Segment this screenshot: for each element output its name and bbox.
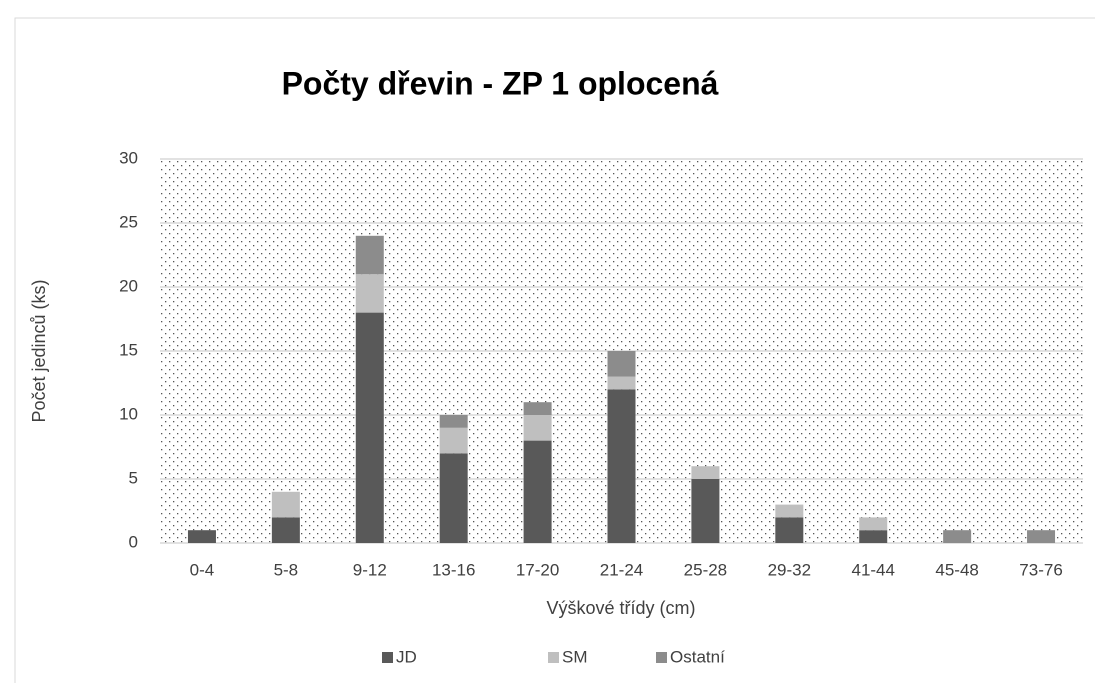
y-tick-label: 15 (119, 340, 138, 359)
bar-segment (187, 530, 216, 543)
legend-label: JD (396, 647, 417, 666)
bar-segment (775, 517, 804, 543)
bar-segment (355, 235, 384, 275)
bar-segment (607, 389, 636, 543)
bar-segment (523, 440, 552, 543)
bar-segment (355, 274, 384, 313)
bar-segment (439, 427, 468, 454)
bar-segment (439, 453, 468, 543)
bar-segment (439, 415, 468, 428)
legend-label: SM (562, 647, 588, 666)
bar-segment (607, 351, 636, 377)
y-tick-label: 5 (129, 468, 138, 487)
bar-segment (607, 376, 636, 390)
x-tick-label: 25-28 (684, 560, 727, 579)
bar-segment (1027, 530, 1056, 543)
bar-segment (523, 415, 552, 441)
chart-title: Počty dřevin - ZP 1 oplocená (282, 65, 719, 101)
x-tick-label: 5-8 (274, 560, 299, 579)
x-tick-label: 17-20 (516, 560, 559, 579)
y-axis-label: Počet jedinců (ks) (29, 279, 49, 422)
bar-segment (271, 517, 300, 543)
bar-segment (775, 504, 804, 518)
y-tick-label: 20 (119, 276, 138, 295)
x-axis-label: Výškové třídy (cm) (546, 598, 695, 618)
y-tick-label: 25 (119, 212, 138, 231)
bar-segment (859, 517, 888, 531)
y-tick-label: 10 (119, 404, 138, 423)
x-tick-label: 41-44 (851, 560, 894, 579)
x-tick-label: 45-48 (935, 560, 978, 579)
legend-swatch (548, 652, 559, 663)
x-tick-label: 9-12 (353, 560, 387, 579)
bar-segment (271, 491, 300, 518)
bar-segment (523, 402, 552, 415)
x-tick-label: 29-32 (768, 560, 811, 579)
y-tick-label: 30 (119, 148, 138, 167)
bar-segment (691, 479, 720, 543)
x-tick-label: 0-4 (190, 560, 215, 579)
legend-label: Ostatní (670, 647, 725, 666)
x-tick-label: 73-76 (1019, 560, 1062, 579)
legend-swatch (656, 652, 667, 663)
bar-segment (691, 466, 720, 479)
bar-segment (943, 530, 972, 543)
bar-segment (859, 530, 888, 543)
x-tick-label: 13-16 (432, 560, 475, 579)
y-tick-label: 0 (129, 532, 138, 551)
x-tick-label: 21-24 (600, 560, 643, 579)
bar-segment (355, 312, 384, 543)
legend-swatch (382, 652, 393, 663)
